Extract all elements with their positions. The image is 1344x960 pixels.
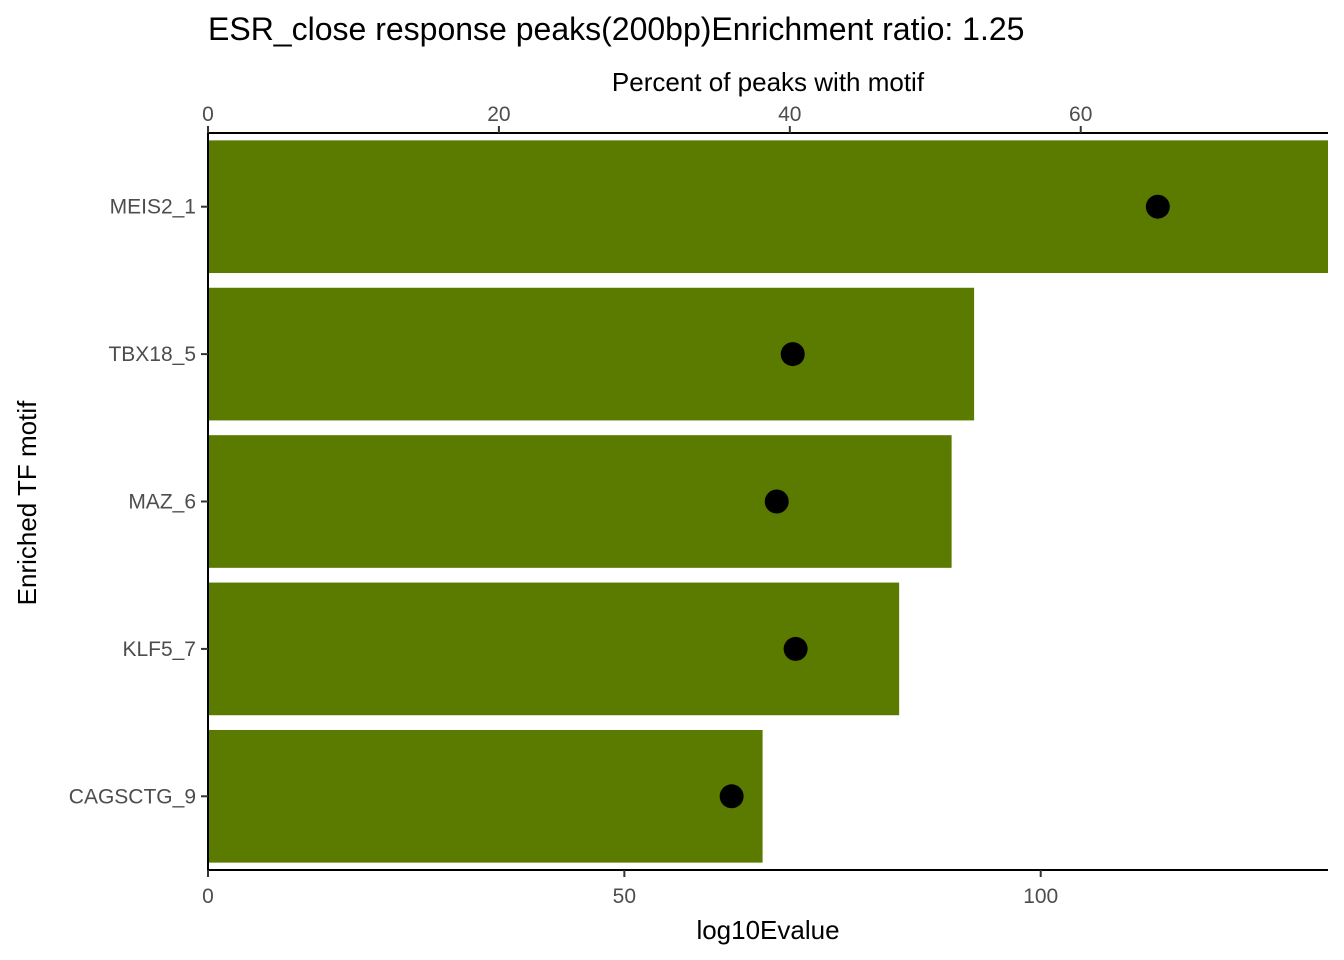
bar-maz_6 (208, 435, 952, 568)
plot-area: MEIS2_1 TBX18_5 MAZ_6 KLF5_7 CAGSCTG_9 0 50 100… (69, 103, 1328, 908)
bottom-axis-title: log10Evalue (696, 915, 839, 945)
x2-tick-label: 40 (778, 103, 801, 126)
x2-tick-label: 60 (1069, 103, 1092, 126)
point-cagsctg_9 (719, 784, 744, 809)
y-tick-label: KLF5_7 (122, 638, 196, 661)
chart-title: ESR_close response peaks(200bp)Enrichmen… (208, 11, 1024, 47)
x2-tick-label: 20 (487, 103, 510, 126)
bar-cagsctg_9 (208, 729, 763, 863)
x-tick-label: 100 (1023, 885, 1058, 908)
x-tick-label: 50 (613, 885, 636, 908)
bar-meis2_1 (208, 140, 1328, 274)
point-tbx18_5 (780, 342, 805, 367)
bar-tbx18_5 (208, 287, 975, 421)
point-meis2_1 (1145, 194, 1170, 219)
y-tick-label: TBX18_5 (108, 343, 196, 366)
point-klf5_7 (783, 636, 808, 661)
point-maz_6 (764, 489, 789, 514)
top-axis-title: Percent of peaks with motif (612, 67, 925, 97)
y-tick-label: CAGSCTG_9 (69, 785, 196, 808)
y-tick-label: MEIS2_1 (110, 196, 196, 219)
y-tick-label: MAZ_6 (128, 491, 196, 514)
y-axis-title: Enriched TF motif (12, 400, 42, 605)
x2-tick-label: 0 (202, 103, 214, 126)
x-tick-label: 0 (202, 885, 214, 908)
